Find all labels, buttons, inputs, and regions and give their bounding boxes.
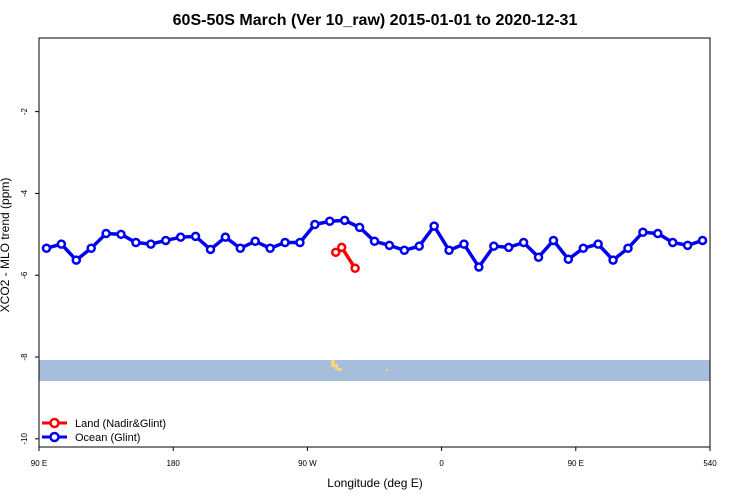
y-axis-label: XCO2 - MLO trend (ppm) [0, 178, 12, 313]
data-point [350, 263, 360, 274]
data-point [429, 221, 439, 231]
data-point [41, 243, 52, 253]
data-point [503, 242, 514, 253]
data-point [280, 237, 290, 248]
data-point [56, 239, 67, 249]
data-point [444, 245, 454, 256]
data-point [414, 241, 424, 251]
data-point [265, 243, 275, 253]
data-point [459, 239, 469, 249]
data-point [593, 239, 603, 249]
data-point [131, 237, 141, 248]
data-point [369, 236, 380, 247]
data-point [86, 243, 96, 253]
data-point [250, 236, 260, 247]
data-point [653, 228, 663, 239]
x-tick-label: 90 E [31, 459, 47, 468]
y-tick-label: -8 [20, 353, 29, 361]
data-point [638, 227, 648, 238]
data-point [518, 237, 529, 248]
x-tick-label: 90 W [298, 459, 317, 468]
data-point [563, 254, 574, 265]
data-point [116, 229, 126, 240]
data-point [474, 262, 484, 272]
data-point [325, 216, 335, 226]
y-tick-label: -4 [20, 189, 29, 197]
x-tick-label: 540 [703, 459, 717, 468]
data-point [489, 241, 499, 251]
data-point [190, 231, 201, 242]
legend-marker [49, 431, 60, 443]
data-point [235, 243, 246, 253]
legend-marker [49, 417, 60, 429]
data-point [548, 235, 559, 246]
y-tick-label: -10 [20, 432, 29, 444]
data-point [578, 243, 589, 253]
data-point [533, 252, 544, 262]
data-point [205, 244, 216, 255]
x-tick-label: 0 [439, 459, 444, 468]
data-point [384, 240, 395, 251]
data-point [295, 237, 305, 248]
legend-label: Ocean (Glint) [75, 432, 140, 444]
data-point [71, 255, 82, 265]
data-point [697, 235, 708, 246]
data-point [330, 247, 341, 258]
data-point [101, 228, 111, 239]
x-tick-label: 180 [167, 459, 181, 468]
data-point [310, 219, 320, 230]
data-point [160, 235, 171, 246]
data-point [399, 245, 410, 256]
data-point [608, 255, 618, 265]
map-strip [39, 360, 710, 381]
chart-title: 60S-50S March (Ver 10_raw) 2015-01-01 to… [173, 12, 578, 29]
data-point [339, 215, 350, 226]
data-point [667, 237, 678, 248]
data-point [220, 232, 231, 242]
legend-label: Land (Nadir&Glint) [75, 418, 166, 430]
plot-frame [38, 37, 711, 448]
y-tick-label: -6 [20, 271, 29, 279]
land-specks [331, 360, 388, 371]
data-point [682, 240, 693, 251]
data-point [175, 232, 186, 242]
data-point [354, 222, 365, 233]
data-point [623, 243, 633, 253]
y-tick-label: -2 [20, 108, 29, 116]
data-point [336, 242, 347, 253]
x-axis-label: Longitude (deg E) [327, 476, 422, 490]
x-tick-label: 90 E [568, 459, 584, 468]
data-point [146, 239, 156, 249]
